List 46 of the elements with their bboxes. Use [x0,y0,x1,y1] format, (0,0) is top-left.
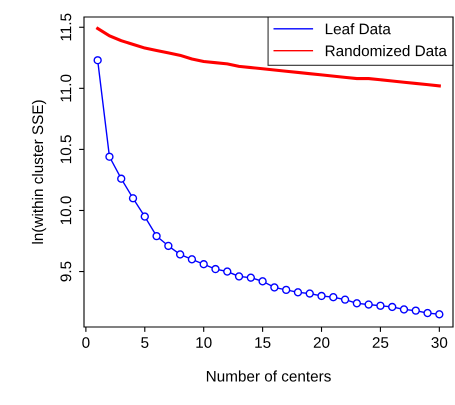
point [223,267,232,276]
point [234,272,244,281]
point [188,255,196,264]
y-tick-label: 10.0 [60,196,72,224]
legend-label: Randomized Data [326,44,447,56]
point [200,260,208,268]
point [117,174,126,183]
point [282,286,290,294]
point [246,273,255,282]
point [306,289,314,298]
point [270,283,279,292]
point [152,232,161,240]
point [423,308,432,318]
legend-label: Leaf Data [326,23,391,34]
point [412,306,420,315]
y-tick-label: 11.5 [60,14,72,40]
y-tick-label: 11.0 [60,74,72,102]
point [176,250,184,259]
x-tick-label: 20 [314,337,330,348]
point [211,264,220,274]
point [140,212,149,221]
point [258,277,267,286]
point [435,310,444,318]
x-tick-label: 25 [372,337,388,348]
point [329,293,338,302]
y-tick-label: 10.5 [60,135,72,164]
point [364,300,373,309]
x-tick-label: 5 [141,337,148,348]
point [317,292,326,300]
point [105,152,114,161]
x-tick-label: 15 [255,337,270,348]
x-tick-label: 30 [431,337,448,348]
y-axis-title: ln(within cluster SSE) [32,100,46,244]
x-axis-title: Number of centers [206,370,331,382]
point [94,56,102,64]
point [352,299,362,308]
point [388,302,396,312]
y-tick-label: 9.5 [60,262,72,282]
point [340,295,350,304]
point [128,194,138,202]
point [164,242,173,250]
point [400,305,408,314]
x-tick-label: 10 [196,337,212,348]
x-tick-label: 0 [82,337,90,348]
point [376,302,385,310]
point [294,288,302,296]
